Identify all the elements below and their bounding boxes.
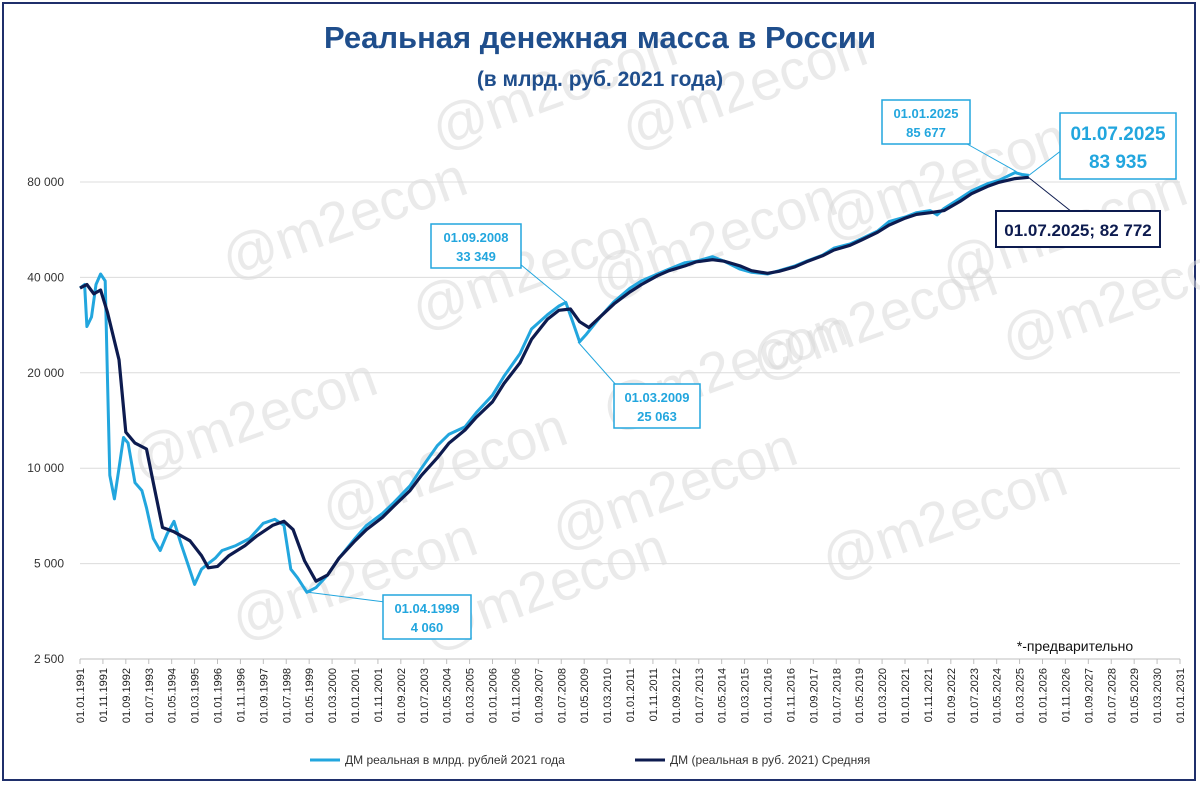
grid-lines: [80, 181, 1180, 660]
x-tick-label: 01.11.1991: [98, 668, 110, 722]
x-tick-label: 01.03.2005: [465, 668, 477, 723]
x-tick-label: 01.11.2001: [373, 668, 385, 722]
x-tick-label: 01.07.1993: [144, 668, 156, 723]
x-tick-label: 01.07.2013: [694, 668, 706, 723]
annotation-value-2025-jan: 85 677: [906, 125, 946, 140]
watermark-group: @m2econ@m2econ@m2econ@m2econ@m2econ@m2ec…: [123, 14, 1200, 661]
x-tick-label: 01.05.1994: [167, 668, 179, 723]
x-tick-label: 01.09.1992: [121, 668, 133, 723]
x-tick-label: 01.11.2021: [923, 668, 935, 722]
legend: ДМ реальная в млрд. рублей 2021 года ДМ …: [310, 753, 870, 767]
x-tick-label: 01.03.2020: [877, 668, 889, 723]
x-tick-label: 01.01.1996: [213, 668, 225, 723]
annotation-leader-2009: [577, 341, 618, 387]
x-tick-label: 01.09.2022: [946, 668, 958, 723]
x-tick-label: 01.11.1996: [235, 668, 247, 722]
annotation-date-1999: 01.04.1999: [394, 601, 459, 616]
annotation-leader-2008: [519, 263, 567, 303]
annotation-date-2009: 01.03.2009: [624, 390, 689, 405]
x-tick-label: 01.05.2019: [854, 668, 866, 723]
annotation-leader-2025-jan: [959, 139, 1018, 173]
chart-title: Реальная денежная масса в России: [324, 20, 876, 55]
annotation-box-2009: [613, 383, 701, 429]
legend-label-average: ДМ (реальная в руб. 2021) Средняя: [670, 753, 870, 767]
annotation-leader-2025-jul: [1027, 149, 1063, 177]
x-tick-label: 01.01.1991: [75, 668, 87, 723]
annotation-value-2009: 25 063: [637, 409, 677, 424]
x-tick-label: 01.05.2029: [1129, 668, 1141, 723]
x-tick-label: 01.05.2009: [579, 668, 591, 723]
x-tick-label: 01.03.2025: [1015, 668, 1027, 723]
x-tick-label: 01.05.1999: [304, 668, 316, 723]
y-axis-ticks: 2 500 5 000 10 000 20 000 40 000 80 000: [27, 175, 64, 666]
y-tick-label: 10 000: [27, 461, 64, 475]
annotation-box-2025-avg: [995, 210, 1161, 248]
x-tick-label: 01.11.2011: [648, 668, 660, 721]
annotation-value-2008: 33 349: [456, 249, 496, 264]
annotation-label-2025-avg: 01.07.2025; 82 772: [1004, 221, 1151, 240]
series-line-average: [79, 175, 1029, 583]
x-axis-ticks: 01.01.1991 01.11.1991 01.09.1992 01.07.1993…: [75, 659, 1187, 723]
annotation-box-1999: [382, 594, 472, 640]
x-tick-label: 01.05.2024: [992, 668, 1004, 723]
x-tick-label: 01.05.2004: [442, 668, 454, 723]
annotations: 01.04.1999 4 060 01.09.2008 33 349 01.03…: [305, 99, 1177, 640]
x-tick-label: 01.11.2006: [510, 668, 522, 722]
y-tick-label: 2 500: [34, 652, 64, 666]
y-tick-label: 80 000: [27, 175, 64, 189]
annotation-date-2025-jul: 01.07.2025: [1070, 124, 1166, 145]
x-tick-label: 01.09.2007: [533, 668, 545, 723]
x-tick-label: 01.01.2016: [763, 668, 775, 723]
x-tick-label: 01.09.2027: [1083, 668, 1095, 723]
annotation-leader-1999: [305, 591, 386, 603]
x-tick-label: 01.07.2018: [831, 668, 843, 723]
chart-subtitle: (в млрд. руб. 2021 года): [477, 68, 723, 91]
x-tick-label: 01.05.2014: [717, 668, 729, 723]
x-tick-label: 01.09.2017: [808, 668, 820, 723]
x-tick-label: 01.07.2008: [556, 668, 568, 723]
x-tick-label: 01.09.2002: [396, 668, 408, 723]
annotation-box-2025-jan: [881, 99, 971, 145]
x-tick-label: 01.03.1995: [190, 668, 202, 723]
x-tick-label: 01.11.2026: [1060, 668, 1072, 722]
x-tick-label: 01.09.2012: [671, 668, 683, 723]
x-tick-label: 01.01.2026: [1038, 668, 1050, 723]
preliminary-note: *-предварительно: [1017, 638, 1134, 654]
x-tick-label: 01.01.2001: [350, 668, 362, 723]
annotation-value-2025-jul: 83 935: [1089, 152, 1148, 173]
watermark-text: @m2econ: [583, 164, 845, 311]
annotation-box-2025-jul: [1059, 112, 1177, 180]
annotation-leader-2025-avg: [1027, 176, 1073, 213]
legend-label-real-money: ДМ реальная в млрд. рублей 2021 года: [345, 753, 565, 767]
y-tick-label: 5 000: [34, 557, 64, 571]
watermark-text: @m2econ: [543, 414, 805, 561]
x-tick-label: 01.01.2011: [625, 668, 637, 722]
x-tick-label: 01.09.1997: [258, 668, 270, 723]
x-tick-label: 01.03.2030: [1152, 668, 1164, 723]
x-tick-label: 01.07.2003: [419, 668, 431, 723]
watermark-text: @m2econ: [813, 444, 1075, 591]
y-tick-label: 20 000: [27, 366, 64, 380]
x-tick-label: 01.03.2000: [327, 668, 339, 723]
annotation-date-2025-jan: 01.01.2025: [893, 106, 958, 121]
y-tick-label: 40 000: [27, 270, 64, 284]
x-tick-label: 01.11.2016: [785, 668, 797, 722]
x-tick-label: 01.01.2021: [900, 668, 912, 723]
x-tick-label: 01.03.2015: [740, 668, 752, 723]
x-tick-label: 01.07.1998: [281, 668, 293, 723]
annotation-date-2008: 01.09.2008: [443, 230, 508, 245]
annotation-value-1999: 4 060: [411, 620, 444, 635]
x-tick-label: 01.07.2023: [969, 668, 981, 723]
x-tick-label: 01.07.2028: [1106, 668, 1118, 723]
x-tick-label: 01.01.2006: [488, 668, 500, 723]
annotation-box-2008: [430, 223, 522, 269]
x-tick-label: 01.01.2031: [1175, 668, 1187, 723]
x-tick-label: 01.03.2010: [602, 668, 614, 723]
